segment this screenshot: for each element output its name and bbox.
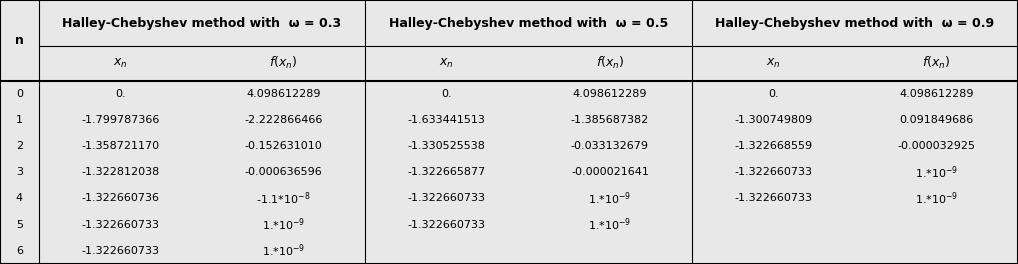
Text: -0.000021641: -0.000021641 — [571, 167, 648, 177]
Text: 5: 5 — [16, 220, 22, 230]
Text: $f(x_n)$: $f(x_n)$ — [270, 55, 297, 71]
Text: -1.322660733: -1.322660733 — [81, 246, 159, 256]
Text: -1.385687382: -1.385687382 — [571, 115, 649, 125]
Text: 4: 4 — [16, 194, 22, 204]
Text: 6: 6 — [16, 246, 22, 256]
Text: 1.*10$^{-9}$: 1.*10$^{-9}$ — [262, 243, 305, 259]
Text: n: n — [15, 34, 23, 47]
Text: 4.098612289: 4.098612289 — [573, 89, 647, 99]
Text: $x_n$: $x_n$ — [113, 57, 127, 70]
Text: -0.000032925: -0.000032925 — [898, 141, 975, 151]
Text: Halley-Chebyshev method with  ω = 0.9: Halley-Chebyshev method with ω = 0.9 — [716, 17, 995, 30]
Text: -1.322660733: -1.322660733 — [734, 167, 812, 177]
Text: 1.*10$^{-9}$: 1.*10$^{-9}$ — [588, 190, 631, 207]
Text: $f(x_n)$: $f(x_n)$ — [922, 55, 951, 71]
Text: -1.330525538: -1.330525538 — [408, 141, 486, 151]
Text: 4.098612289: 4.098612289 — [899, 89, 973, 99]
Text: -0.033132679: -0.033132679 — [571, 141, 648, 151]
Text: Halley-Chebyshev method with  ω = 0.5: Halley-Chebyshev method with ω = 0.5 — [389, 17, 668, 30]
Text: -1.633441513: -1.633441513 — [408, 115, 486, 125]
Text: -1.1*10$^{-8}$: -1.1*10$^{-8}$ — [257, 190, 310, 207]
Text: -1.799787366: -1.799787366 — [81, 115, 160, 125]
Text: Halley-Chebyshev method with  ω = 0.3: Halley-Chebyshev method with ω = 0.3 — [62, 17, 341, 30]
Text: 1.*10$^{-9}$: 1.*10$^{-9}$ — [262, 216, 305, 233]
Text: 0: 0 — [16, 89, 22, 99]
Text: -1.322660733: -1.322660733 — [734, 194, 812, 204]
Text: 1.*10$^{-9}$: 1.*10$^{-9}$ — [915, 164, 958, 181]
Text: $x_n$: $x_n$ — [440, 57, 454, 70]
Text: 4.098612289: 4.098612289 — [246, 89, 321, 99]
Text: -1.358721170: -1.358721170 — [81, 141, 160, 151]
Text: -1.322660733: -1.322660733 — [81, 220, 159, 230]
Text: -1.322660733: -1.322660733 — [408, 194, 486, 204]
Text: 0.: 0. — [115, 89, 125, 99]
Text: -1.322665877: -1.322665877 — [407, 167, 486, 177]
Text: 0.091849686: 0.091849686 — [899, 115, 973, 125]
Text: -1.300749809: -1.300749809 — [734, 115, 812, 125]
Text: -0.152631010: -0.152631010 — [244, 141, 323, 151]
Text: 2: 2 — [16, 141, 22, 151]
Text: $f(x_n)$: $f(x_n)$ — [596, 55, 624, 71]
Text: -0.000636596: -0.000636596 — [244, 167, 323, 177]
Text: -1.322812038: -1.322812038 — [81, 167, 160, 177]
Text: 3: 3 — [16, 167, 22, 177]
Text: 1: 1 — [16, 115, 22, 125]
Text: -1.322660736: -1.322660736 — [81, 194, 159, 204]
Text: $x_n$: $x_n$ — [766, 57, 781, 70]
Text: -1.322660733: -1.322660733 — [408, 220, 486, 230]
Text: 1.*10$^{-9}$: 1.*10$^{-9}$ — [588, 216, 631, 233]
Text: -2.222866466: -2.222866466 — [244, 115, 323, 125]
Text: 0.: 0. — [442, 89, 452, 99]
Text: 1.*10$^{-9}$: 1.*10$^{-9}$ — [915, 190, 958, 207]
Text: -1.322668559: -1.322668559 — [734, 141, 812, 151]
Text: 0.: 0. — [768, 89, 779, 99]
